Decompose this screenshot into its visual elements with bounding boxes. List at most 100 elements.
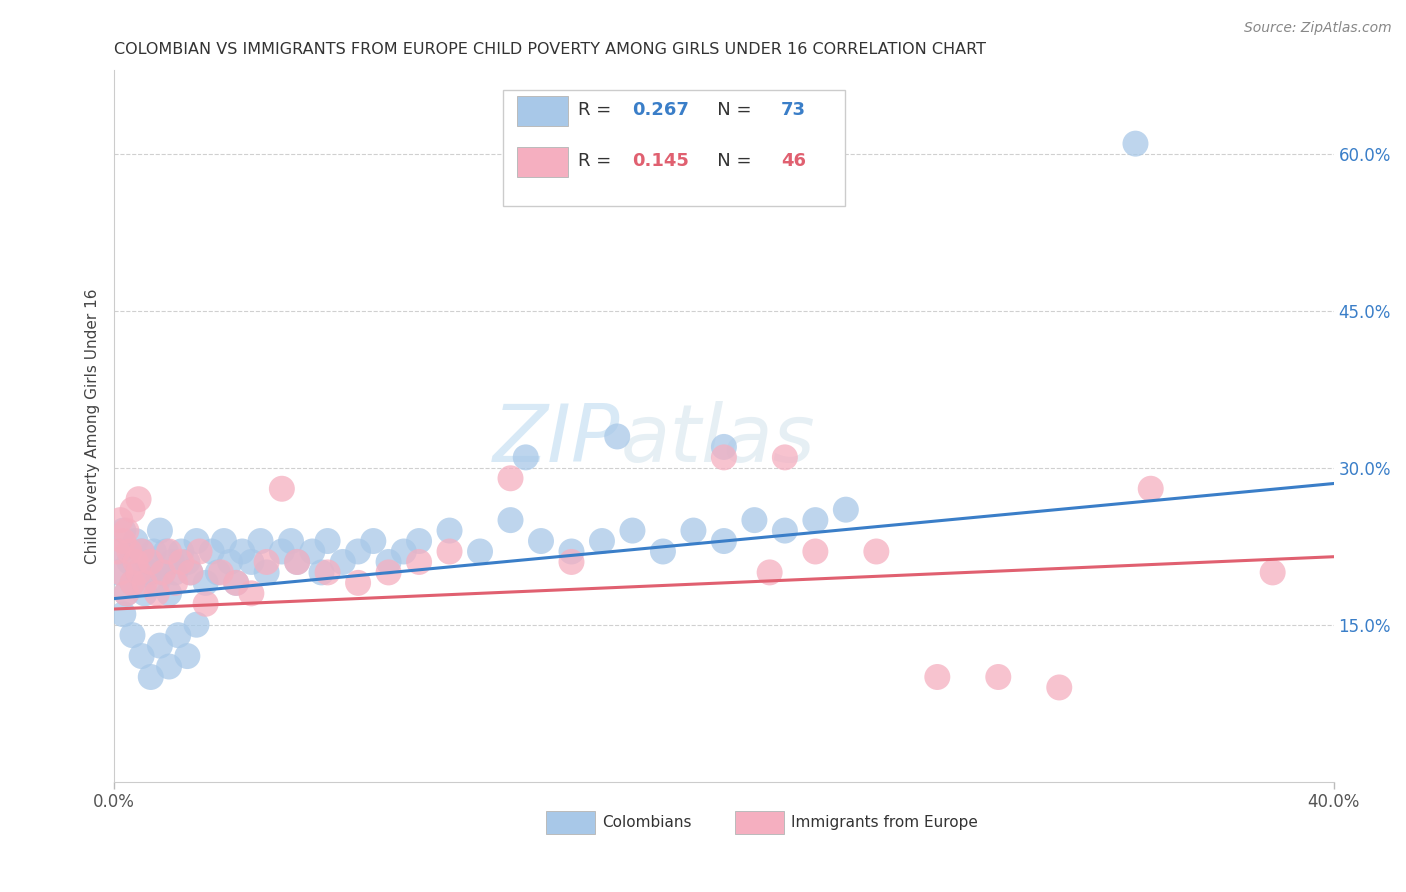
Immigrants from Europe — [157, 544, 180, 558]
Immigrants from Europe — [270, 482, 292, 496]
Immigrants from Europe — [256, 555, 278, 569]
FancyBboxPatch shape — [516, 147, 568, 178]
Colombians — [112, 607, 135, 622]
Text: atlas: atlas — [620, 401, 815, 479]
Colombians — [139, 670, 162, 684]
Immigrants from Europe — [316, 566, 339, 580]
Immigrants from Europe — [225, 575, 247, 590]
Immigrants from Europe — [560, 555, 582, 569]
Text: Immigrants from Europe: Immigrants from Europe — [792, 815, 977, 830]
Colombians — [530, 534, 553, 549]
Colombians — [149, 524, 172, 538]
Immigrants from Europe — [110, 566, 132, 580]
Immigrants from Europe — [131, 544, 153, 558]
Colombians — [115, 586, 138, 600]
Colombians — [256, 566, 278, 580]
Colombians — [160, 555, 183, 569]
Colombians — [301, 544, 323, 558]
Immigrants from Europe — [240, 586, 263, 600]
Immigrants from Europe — [128, 566, 150, 580]
Colombians — [270, 544, 292, 558]
Colombians — [363, 534, 385, 549]
Colombians — [131, 649, 153, 664]
Immigrants from Europe — [1047, 681, 1070, 695]
Colombians — [136, 555, 159, 569]
Immigrants from Europe — [115, 586, 138, 600]
Immigrants from Europe — [121, 502, 143, 516]
Immigrants from Europe — [758, 566, 780, 580]
Immigrants from Europe — [209, 566, 232, 580]
Colombians — [128, 566, 150, 580]
Colombians — [207, 566, 229, 580]
Immigrants from Europe — [146, 586, 169, 600]
FancyBboxPatch shape — [546, 812, 595, 834]
Colombians — [105, 566, 128, 580]
Colombians — [110, 544, 132, 558]
FancyBboxPatch shape — [503, 90, 845, 205]
Immigrants from Europe — [115, 524, 138, 538]
FancyBboxPatch shape — [735, 812, 783, 834]
Colombians — [176, 649, 198, 664]
Immigrants from Europe — [285, 555, 308, 569]
Immigrants from Europe — [179, 566, 201, 580]
Colombians — [170, 544, 193, 558]
Colombians — [165, 566, 187, 580]
Colombians — [112, 524, 135, 538]
Colombians — [347, 544, 370, 558]
Colombians — [377, 555, 399, 569]
Immigrants from Europe — [124, 555, 146, 569]
Colombians — [121, 575, 143, 590]
Colombians — [713, 440, 735, 454]
Colombians — [804, 513, 827, 527]
Colombians — [408, 534, 430, 549]
Colombians — [515, 450, 537, 465]
Immigrants from Europe — [128, 492, 150, 507]
Immigrants from Europe — [194, 597, 217, 611]
Colombians — [835, 502, 858, 516]
Colombians — [219, 555, 242, 569]
Immigrants from Europe — [927, 670, 949, 684]
Colombians — [212, 534, 235, 549]
Colombians — [240, 555, 263, 569]
Text: R =: R = — [578, 153, 617, 170]
Colombians — [131, 544, 153, 558]
Colombians — [392, 544, 415, 558]
Immigrants from Europe — [139, 555, 162, 569]
Colombians — [149, 639, 172, 653]
Immigrants from Europe — [1139, 482, 1161, 496]
Colombians — [744, 513, 766, 527]
Text: N =: N = — [700, 102, 756, 120]
Immigrants from Europe — [165, 575, 187, 590]
Colombians — [179, 566, 201, 580]
Immigrants from Europe — [112, 534, 135, 549]
Immigrants from Europe — [134, 575, 156, 590]
Colombians — [499, 513, 522, 527]
Colombians — [332, 555, 354, 569]
Colombians — [439, 524, 461, 538]
Colombians — [280, 534, 302, 549]
Colombians — [176, 555, 198, 569]
Colombians — [231, 544, 253, 558]
Immigrants from Europe — [773, 450, 796, 465]
Text: COLOMBIAN VS IMMIGRANTS FROM EUROPE CHILD POVERTY AMONG GIRLS UNDER 16 CORRELATI: COLOMBIAN VS IMMIGRANTS FROM EUROPE CHIL… — [114, 42, 986, 57]
Text: R =: R = — [578, 102, 617, 120]
Immigrants from Europe — [713, 450, 735, 465]
FancyBboxPatch shape — [516, 96, 568, 126]
Immigrants from Europe — [865, 544, 887, 558]
Text: Colombians: Colombians — [602, 815, 692, 830]
Colombians — [285, 555, 308, 569]
Text: N =: N = — [700, 153, 756, 170]
Immigrants from Europe — [110, 513, 132, 527]
Immigrants from Europe — [377, 566, 399, 580]
Colombians — [139, 566, 162, 580]
Colombians — [186, 617, 208, 632]
Colombians — [155, 544, 177, 558]
Immigrants from Europe — [152, 566, 174, 580]
Immigrants from Europe — [121, 575, 143, 590]
Colombians — [157, 659, 180, 673]
Immigrants from Europe — [987, 670, 1010, 684]
Immigrants from Europe — [1261, 566, 1284, 580]
Colombians — [186, 534, 208, 549]
Colombians — [1125, 136, 1147, 151]
Colombians — [124, 534, 146, 549]
